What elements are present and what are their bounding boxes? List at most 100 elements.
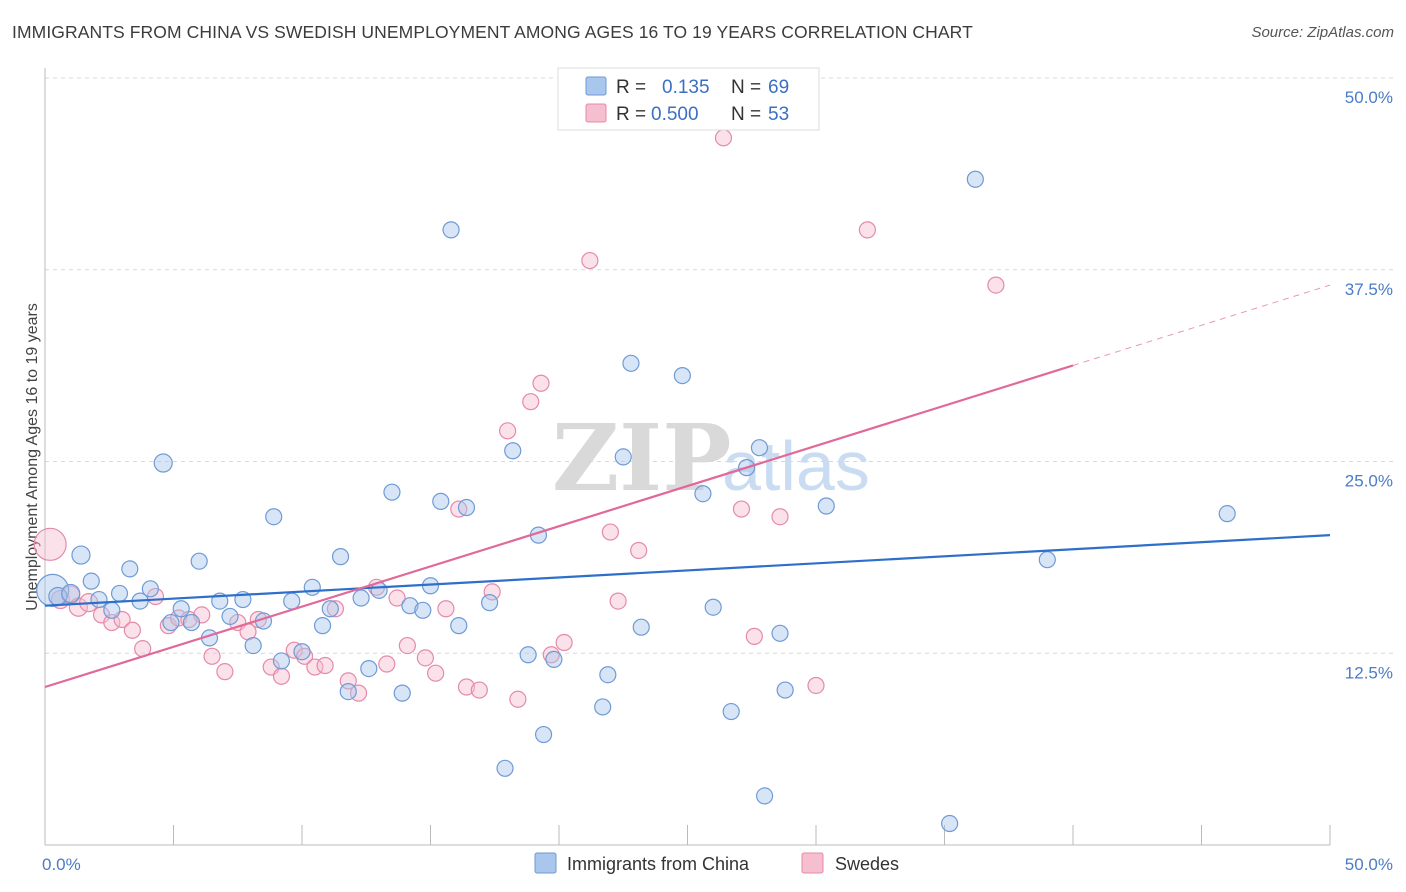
swedes-point [542, 646, 560, 664]
china-point [313, 617, 332, 635]
swedes-point [509, 690, 527, 708]
china-point [755, 787, 774, 805]
swedes-point [609, 592, 627, 610]
china-points [36, 170, 1236, 833]
x-tick-marks [173, 825, 1331, 845]
correlation-legend: R = 0.135 N = 69 R = 0.500 N = 53 [557, 67, 820, 131]
y-axis-label: Unemployment Among Ages 16 to 19 years [24, 303, 41, 611]
china-point [594, 698, 612, 716]
legend-swedes-r-label: R = [616, 104, 646, 125]
china-point [457, 498, 476, 517]
china-point [61, 583, 81, 604]
china-point [941, 814, 959, 833]
swedes-point [378, 655, 396, 673]
swedes-point [987, 276, 1005, 294]
swedes-point [555, 633, 573, 652]
x-tick-label-min: 0.0% [42, 855, 81, 874]
bottom-legend-swedes-label: Swedes [835, 854, 899, 874]
china-point [817, 497, 835, 515]
china-point [599, 666, 617, 684]
china-point [614, 448, 632, 466]
swedes-point [858, 221, 877, 239]
china-point [622, 354, 640, 372]
y-tick-label: 12.5% [1345, 663, 1393, 682]
swedes-point [714, 129, 733, 147]
bottom-legend-china-label: Immigrants from China [567, 854, 750, 874]
legend-china-n-label: N = [731, 77, 761, 98]
china-point [1038, 551, 1056, 569]
swedes-point [630, 541, 648, 560]
china-point [966, 170, 984, 188]
china-point [321, 600, 339, 618]
bottom-legend-china-swatch [534, 852, 557, 874]
china-point [704, 598, 722, 616]
swedes-point [388, 589, 406, 607]
china-point [442, 221, 460, 239]
swedes-point [745, 627, 763, 645]
legend-china-r-label: R = [616, 77, 646, 98]
swedes-point [427, 664, 445, 682]
china-point [632, 618, 650, 636]
china-point [545, 650, 563, 668]
china-point [750, 439, 769, 457]
swedes-point [807, 676, 825, 695]
china-point [504, 442, 522, 460]
china-point [432, 492, 450, 510]
legend-china-swatch [585, 76, 607, 96]
china-point [71, 545, 91, 565]
swedes-point [416, 649, 434, 667]
bottom-legend-swedes-swatch [801, 852, 824, 874]
china-point [673, 366, 691, 385]
china-point [331, 548, 350, 566]
china-trend-line [44, 534, 1331, 607]
swedes-point [103, 613, 121, 632]
china-point [190, 552, 208, 570]
china-point [1218, 505, 1236, 523]
swedes-point [581, 251, 599, 270]
swedes-point [216, 663, 234, 681]
legend-swedes-n-label: N = [731, 104, 761, 125]
swedes-points [33, 67, 1005, 708]
china-point [303, 578, 321, 596]
china-point [414, 601, 432, 619]
china-point [182, 613, 201, 632]
legend-china-r-value: 0.135 [662, 77, 710, 98]
china-point [450, 617, 468, 635]
watermark: ZIP atlas [552, 404, 870, 512]
series-legend: Immigrants from China Swedes [534, 852, 899, 874]
watermark-zip: ZIP [552, 404, 731, 512]
y-tick-label: 50.0% [1345, 88, 1393, 107]
china-point [352, 589, 370, 607]
grid [45, 77, 1394, 654]
swedes-point [522, 393, 540, 411]
swedes-point [326, 600, 345, 618]
swedes-point [601, 523, 620, 541]
trend-lines [44, 284, 1331, 689]
china-point [172, 600, 190, 618]
swedes-point [457, 678, 476, 696]
china-point [481, 594, 499, 612]
chart-title: IMMIGRANTS FROM CHINA VS SWEDISH UNEMPLO… [12, 22, 973, 42]
y-tick-label: 37.5% [1345, 280, 1393, 299]
china-point [121, 560, 139, 578]
china-point [519, 646, 537, 664]
swedes-point [272, 667, 291, 685]
swedes-trend-line [44, 364, 1074, 689]
china-point [401, 597, 419, 615]
china-point [82, 572, 100, 590]
china-point [771, 624, 789, 642]
china-point [293, 643, 311, 661]
china-point [534, 725, 553, 744]
china-point [339, 682, 357, 701]
swedes-point [499, 422, 517, 440]
china-point [272, 652, 291, 670]
y-tick-labels: 12.5% 25.0% 37.5% 50.0% [1345, 88, 1393, 682]
china-point [776, 681, 794, 699]
y-tick-label: 25.0% [1345, 472, 1393, 491]
legend-china-n-value: 69 [768, 77, 789, 98]
china-point [283, 592, 301, 610]
legend-swedes-r-value: 0.500 [651, 104, 699, 125]
china-point [694, 485, 712, 503]
swedes-point [437, 600, 455, 618]
